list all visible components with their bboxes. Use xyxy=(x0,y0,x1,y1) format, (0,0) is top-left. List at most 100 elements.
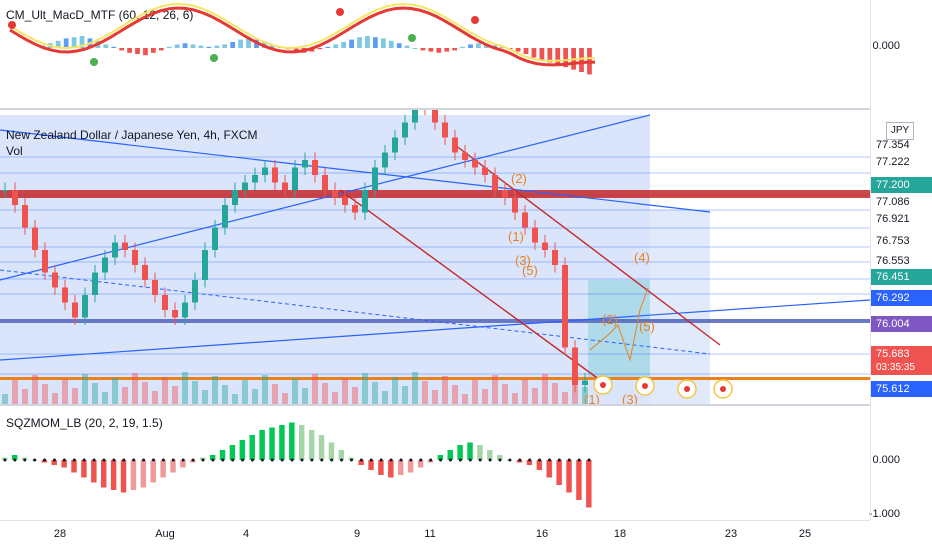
price-axis-label: 76.004 xyxy=(870,316,932,332)
macd-bar xyxy=(349,39,354,48)
macd-bar xyxy=(317,48,323,50)
squeeze-dot xyxy=(577,458,581,462)
macd-bar xyxy=(174,44,180,48)
wave-label: (5) xyxy=(639,319,655,334)
squeeze-dot xyxy=(250,458,254,462)
squeeze-dot xyxy=(72,458,76,462)
volume-bar xyxy=(282,393,288,404)
candle-body xyxy=(42,250,48,273)
squeeze-dot xyxy=(458,458,462,462)
candle-body xyxy=(382,152,388,168)
price-axis-label: 76.451 xyxy=(870,269,932,285)
volume-bar xyxy=(342,378,348,404)
volume-bar xyxy=(392,377,398,404)
macd-bar xyxy=(119,48,125,51)
pane-separator[interactable] xyxy=(0,108,870,110)
candle-body xyxy=(462,152,468,160)
macd-cross-dot xyxy=(336,8,344,16)
momentum-bar xyxy=(140,460,147,488)
momentum-bar xyxy=(398,460,404,475)
squeeze-dot xyxy=(419,458,423,462)
projection-box-ext xyxy=(650,210,710,404)
squeeze-dot xyxy=(359,458,363,462)
candle-body xyxy=(112,242,118,258)
volume-bar xyxy=(292,379,298,404)
volume-bar xyxy=(472,380,478,404)
macd-bar xyxy=(579,48,584,72)
momentum-bar xyxy=(81,460,87,478)
squeeze-dot xyxy=(379,458,383,462)
macd-bar xyxy=(476,43,481,48)
volume-bar xyxy=(42,384,48,404)
squeeze-dot xyxy=(82,458,86,462)
time-axis-label: 9 xyxy=(353,528,361,540)
wave-label: (2) xyxy=(511,171,527,186)
candle-body xyxy=(292,167,298,190)
squeeze-dot xyxy=(557,458,561,462)
volume-bar xyxy=(202,390,208,404)
volume-bar xyxy=(62,379,68,404)
squeeze-dot xyxy=(161,458,165,462)
candle-body xyxy=(132,250,138,265)
price-axis-label: 76.553 xyxy=(876,255,910,267)
macd-bar xyxy=(206,46,212,48)
candle-body xyxy=(412,110,418,123)
candle-body xyxy=(362,190,368,213)
squeeze-dot xyxy=(142,458,146,462)
candle-body xyxy=(502,190,508,198)
price-axis-label: 76.921 xyxy=(876,213,910,225)
squeeze-dot xyxy=(547,458,551,462)
squeeze-dot xyxy=(151,458,155,462)
candle-body xyxy=(272,167,278,183)
macd-bar xyxy=(428,48,434,52)
volume-bar xyxy=(52,393,58,404)
trendline-dashed xyxy=(0,269,711,355)
squeeze-dot xyxy=(567,458,571,462)
volume-bar xyxy=(582,387,588,404)
squeeze-dot xyxy=(389,458,393,462)
projection-box xyxy=(0,115,650,404)
macd-bar xyxy=(452,48,458,51)
price-legend-title[interactable]: New Zealand Dollar / Japanese Yen, 4h, F… xyxy=(6,128,258,142)
squeeze-legend[interactable]: SQZMOM_LB (20, 2, 19, 1.5) xyxy=(6,416,163,430)
time-axis-label: 16 xyxy=(535,528,549,540)
squeeze-dot xyxy=(439,458,443,462)
squeeze-dot xyxy=(171,458,175,462)
volume-bar xyxy=(112,378,118,404)
macd-bar xyxy=(444,48,450,52)
volume-bar xyxy=(242,380,248,404)
volume-legend[interactable]: Vol xyxy=(6,144,23,158)
macd-bar xyxy=(333,44,339,48)
wave-label: (2) xyxy=(602,312,618,327)
squeeze-dot xyxy=(448,458,452,462)
candle-body xyxy=(212,227,218,250)
squeeze-dot xyxy=(52,458,56,462)
candle-body xyxy=(532,227,538,243)
wave-label: (4) xyxy=(634,250,650,265)
squeeze-dot xyxy=(330,458,334,462)
price-axis-label: 77.222 xyxy=(876,156,910,168)
candle-body xyxy=(572,347,578,385)
pane-separator[interactable] xyxy=(0,404,870,406)
momentum-bar xyxy=(249,435,255,460)
currency-badge[interactable]: JPY xyxy=(886,122,914,140)
squeeze-dot xyxy=(33,458,37,462)
momentum-bar xyxy=(259,430,265,460)
momentum-bar xyxy=(229,445,236,460)
macd-line xyxy=(9,6,596,67)
squeeze-dot xyxy=(102,458,106,462)
volume-bar xyxy=(172,386,178,404)
momentum-bar xyxy=(71,460,77,473)
macd-bar xyxy=(404,45,410,48)
macd-bar xyxy=(269,44,275,48)
macd-bar xyxy=(55,40,61,48)
squeeze-dot xyxy=(399,458,403,462)
candle-body xyxy=(202,250,208,280)
volume-bar xyxy=(542,374,548,404)
squeeze-dot xyxy=(508,458,512,462)
squeeze-dot xyxy=(270,458,274,462)
macd-bar xyxy=(420,48,426,51)
price-plot[interactable]: (2)(1)(3)(5)(4)(2) (5)(1) (3) xyxy=(0,110,870,404)
candle-body xyxy=(92,272,98,295)
squeeze-dot xyxy=(498,458,502,462)
